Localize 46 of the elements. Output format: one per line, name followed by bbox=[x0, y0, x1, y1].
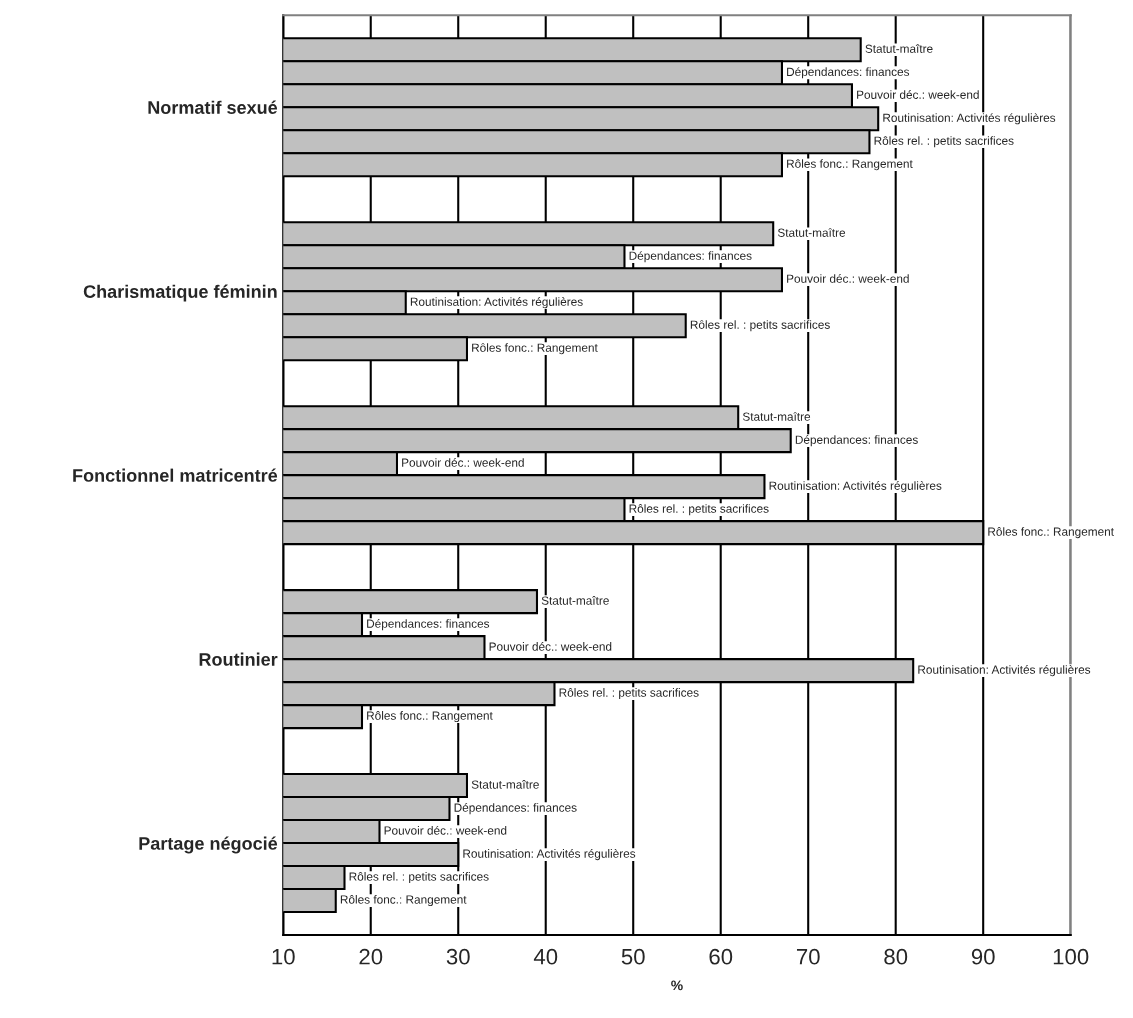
series-label: Pouvoir déc.: week-end bbox=[787, 274, 909, 283]
x-tick-label: 50 bbox=[621, 948, 645, 965]
x-tick-label: 80 bbox=[884, 948, 908, 965]
text: Statut-maître bbox=[865, 44, 933, 53]
text: Routinisation: Activités régulières bbox=[883, 113, 1056, 125]
text: Routinisation: Activités régulières bbox=[769, 481, 942, 493]
text: Statut-maître bbox=[742, 412, 811, 421]
text: Statut-maître bbox=[541, 596, 609, 605]
x-tick-label: 10 bbox=[272, 948, 295, 965]
x-tick-label: 60 bbox=[709, 948, 733, 965]
text: Rôles fonc.: Rangement bbox=[367, 711, 493, 723]
text: Rôles rel. : petits sacrifices bbox=[349, 872, 489, 884]
y-tick-label: Fonctionnel matricentré bbox=[73, 468, 278, 482]
x-tick-label: 70 bbox=[796, 948, 820, 965]
text: Rôles fonc.: Rangement bbox=[340, 895, 467, 907]
text: Dépendances: finances bbox=[454, 802, 577, 815]
y-tick-label: Routinier bbox=[199, 652, 278, 666]
text: Routinisation: Activités régulières bbox=[463, 848, 636, 861]
series-label: Rôles fonc.: Rangement bbox=[787, 159, 913, 171]
y-tick-label: Charismatique féminin bbox=[83, 284, 277, 302]
text: Routinisation: Activités régulières bbox=[918, 665, 1091, 677]
y-tick-label: Normatif sexué bbox=[148, 100, 278, 114]
text: Rôles rel. : petits sacrifices bbox=[874, 136, 1014, 148]
text: Dépendances: finances bbox=[629, 251, 752, 263]
x-tick-label: 30 bbox=[446, 948, 470, 965]
series-label: Dépendances: finances bbox=[787, 67, 910, 79]
series-label: Routinisation: Activités régulières bbox=[410, 297, 583, 309]
x-tick-label: 90 bbox=[971, 948, 995, 965]
text: Rôles rel. : petits sacrifices bbox=[629, 504, 769, 516]
text: Dépendances: finances bbox=[367, 619, 490, 631]
x-axis-title: % bbox=[671, 980, 683, 991]
y-tick-label: Partage négocié bbox=[139, 836, 278, 854]
series-label: Statut-maître bbox=[777, 228, 846, 237]
text: Pouvoir déc.: week-end bbox=[857, 90, 979, 99]
x-tick-label: 40 bbox=[533, 948, 558, 965]
text: Pouvoir déc.: week-end bbox=[384, 825, 507, 835]
text: Rôles fonc.: Rangement bbox=[472, 343, 598, 355]
text: Dépendances: finances bbox=[795, 435, 918, 447]
series-label: Rôles rel. : petits sacrifices bbox=[690, 320, 830, 332]
text: Rôles fonc.: Rangement bbox=[988, 527, 1114, 539]
text: Rôles rel. : petits sacrifices bbox=[559, 688, 699, 700]
text: Statut-maître bbox=[471, 780, 539, 789]
text: Pouvoir déc.: week-end bbox=[489, 641, 612, 651]
text: Pouvoir déc.: week-end bbox=[402, 458, 524, 467]
x-tick-label: 100 bbox=[1053, 948, 1089, 965]
x-tick-label: 20 bbox=[359, 948, 383, 965]
